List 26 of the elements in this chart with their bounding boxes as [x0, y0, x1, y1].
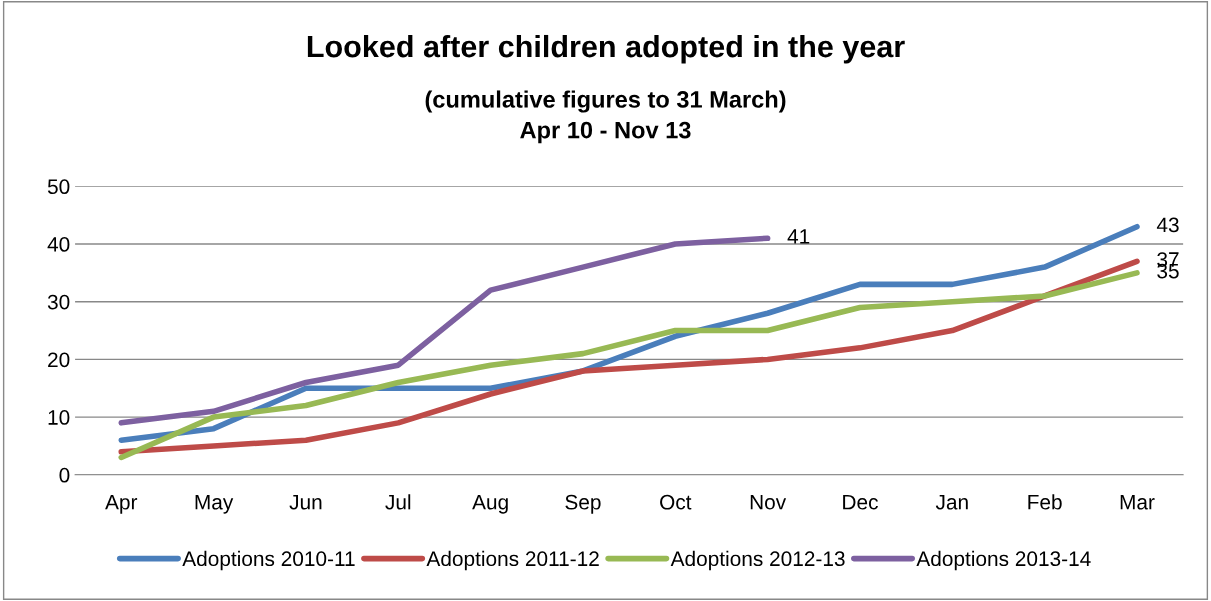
x-tick-label: Apr	[105, 495, 138, 514]
y-tick-label: 50	[47, 179, 70, 195]
annotation: 43	[1156, 217, 1179, 233]
y-tick-label: 40	[47, 237, 70, 252]
y-tick-label: 20	[48, 352, 70, 368]
x-tick-label: Oct	[660, 494, 692, 510]
legend-label: Adoptions 2013-14	[916, 550, 1091, 571]
x-tick-label: Mar	[1120, 495, 1155, 510]
x-tick-label: Feb	[1028, 494, 1062, 510]
y-tick-label: 10	[48, 410, 70, 425]
x-tick-label: Nov	[750, 495, 787, 510]
legend-label: Adoptions 2011-12	[426, 550, 599, 571]
y-tick-label: 0	[59, 467, 70, 483]
chart-subtitle: (cumulative figures to 31 March) Apr 10 - Nov 13	[425, 90, 786, 144]
x-tick-label: May	[195, 495, 234, 514]
legend-label: Adoptions 2012-13	[670, 550, 845, 571]
x-tick-label: Dec	[843, 495, 878, 510]
x-tick-label: Jul	[385, 494, 411, 510]
annotation: 41	[787, 229, 810, 244]
legend-label: Adoptions 2010-11	[182, 550, 355, 571]
chart-title: Looked after children adopted in the year	[307, 34, 905, 64]
x-tick-label: Jan	[935, 495, 968, 510]
y-tick-label: 30	[47, 294, 70, 310]
x-tick-label: Jun	[289, 495, 322, 510]
x-tick-label: Sep	[565, 494, 601, 514]
x-tick-label: Aug	[472, 495, 508, 514]
